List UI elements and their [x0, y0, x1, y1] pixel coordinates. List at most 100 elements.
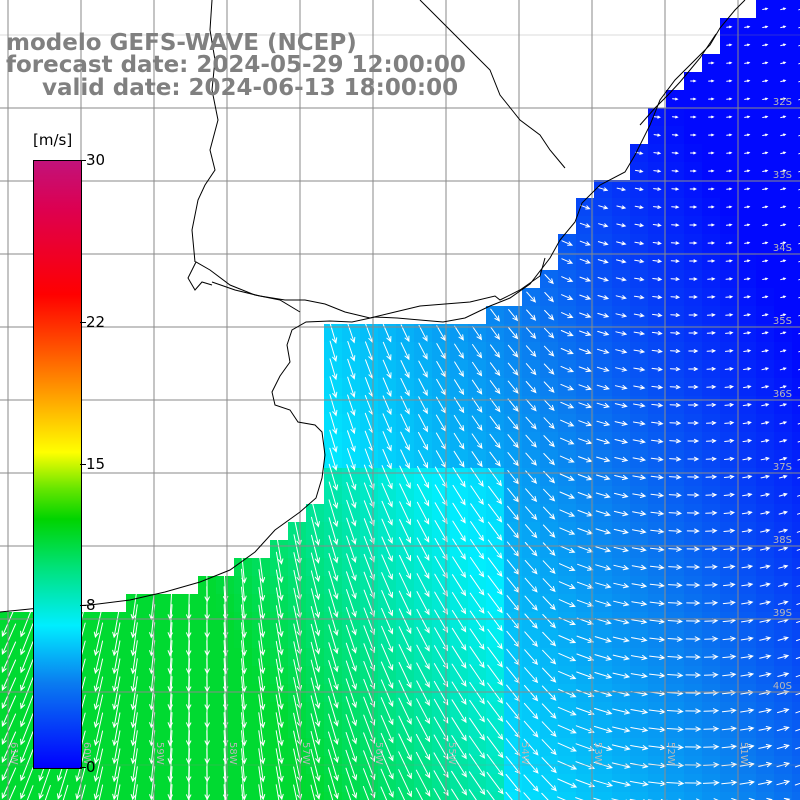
wind-arrow — [345, 642, 357, 672]
wind-arrow — [363, 678, 376, 708]
wind-arrow — [524, 649, 539, 666]
wind-arrow — [381, 607, 394, 635]
wind-arrow — [416, 626, 430, 652]
wind-arrow — [708, 61, 715, 65]
wind-arrow — [258, 622, 266, 656]
wind-arrow — [258, 551, 266, 584]
wind-arrow — [560, 401, 575, 409]
wind-arrow — [778, 492, 788, 497]
wind-arrow — [453, 450, 465, 468]
wind-arrow — [471, 415, 483, 431]
wind-arrow — [671, 169, 679, 173]
wind-arrow — [381, 554, 393, 581]
wind-arrow — [762, 187, 769, 191]
wind-arrow — [130, 658, 138, 693]
wind-arrow — [507, 380, 519, 394]
wind-arrow — [630, 745, 649, 751]
wind-arrow — [489, 451, 501, 467]
wind-cell — [792, 342, 800, 360]
wind-cell — [522, 792, 540, 800]
wind-arrow — [328, 624, 339, 655]
wind-arrow — [776, 744, 790, 750]
wind-arrow — [726, 61, 733, 65]
wind-arrow — [363, 661, 376, 690]
wind-cell — [792, 684, 800, 702]
wind-arrow — [707, 277, 716, 281]
wind-arrow — [346, 499, 357, 527]
wind-arrow — [762, 133, 769, 137]
wind-arrow — [705, 510, 718, 516]
wind-arrow — [631, 636, 648, 643]
wind-cell — [648, 792, 666, 800]
wind-arrow — [382, 395, 392, 416]
wind-arrow — [469, 682, 485, 705]
wind-arrow — [630, 673, 648, 679]
wind-cell — [792, 288, 800, 306]
wind-arrow — [542, 596, 556, 611]
wind-arrow — [741, 582, 754, 588]
wind-cell — [792, 18, 800, 36]
wind-arrow — [595, 600, 612, 607]
wind-arrow — [381, 465, 393, 490]
wind-arrow — [742, 438, 753, 443]
wind-arrow — [707, 259, 716, 263]
wind-cell — [792, 180, 800, 198]
wind-arrow — [723, 528, 736, 534]
wind-arrow — [780, 277, 787, 281]
wind-arrow — [669, 420, 682, 426]
wind-arrow — [93, 676, 104, 711]
wind-cell — [792, 378, 800, 396]
wind-arrow — [722, 600, 736, 606]
wind-cell — [792, 396, 800, 414]
wind-arrow — [706, 349, 717, 353]
wind-arrow — [780, 43, 787, 47]
wind-arrow — [634, 259, 645, 264]
wind-arrow — [780, 223, 787, 227]
wind-arrow — [112, 712, 121, 747]
wind-arrow — [489, 415, 501, 431]
wind-arrow — [666, 726, 684, 732]
wind-arrow — [258, 712, 266, 747]
wind-arrow — [487, 575, 503, 596]
wind-arrow — [612, 726, 631, 733]
wind-arrow — [795, 728, 800, 732]
wind-arrow — [631, 618, 648, 625]
wind-arrow — [671, 151, 679, 155]
wind-arrow — [778, 510, 789, 515]
wind-arrow — [1, 767, 17, 800]
wind-arrow — [740, 636, 754, 642]
wind-cell — [792, 216, 800, 234]
wind-arrow — [93, 694, 104, 729]
wind-arrow — [744, 241, 751, 245]
wind-cell — [684, 792, 702, 800]
wind-arrow — [611, 744, 631, 751]
wind-arrow — [112, 640, 121, 675]
wind-arrow — [398, 572, 412, 598]
wind-arrow — [725, 241, 733, 245]
wind-arrow — [559, 527, 576, 535]
wind-cell — [432, 792, 450, 800]
wind-arrow — [275, 623, 284, 656]
wind-arrow — [380, 679, 394, 708]
wind-cell — [792, 306, 800, 324]
wind-arrow — [707, 241, 715, 245]
wind-arrow — [666, 780, 685, 786]
wind-arrow — [685, 654, 701, 660]
wind-arrow — [796, 602, 800, 605]
wind-arrow — [380, 732, 394, 762]
wind-arrow — [613, 546, 630, 553]
lat-label: 36S — [773, 389, 792, 400]
wind-arrow — [561, 240, 574, 246]
wind-arrow — [112, 676, 121, 711]
model-title: modelo GEFS-WAVE (NCEP) — [6, 30, 357, 56]
wind-arrow — [328, 463, 339, 491]
wind-arrow — [418, 342, 428, 360]
wind-arrow — [525, 416, 537, 430]
wind-arrow — [797, 476, 800, 479]
wind-arrow — [490, 344, 501, 359]
wind-arrow — [795, 656, 800, 660]
wind-arrow — [347, 376, 356, 398]
wind-arrow — [703, 672, 719, 678]
wind-arrow — [543, 417, 555, 430]
wind-arrow — [398, 590, 412, 616]
